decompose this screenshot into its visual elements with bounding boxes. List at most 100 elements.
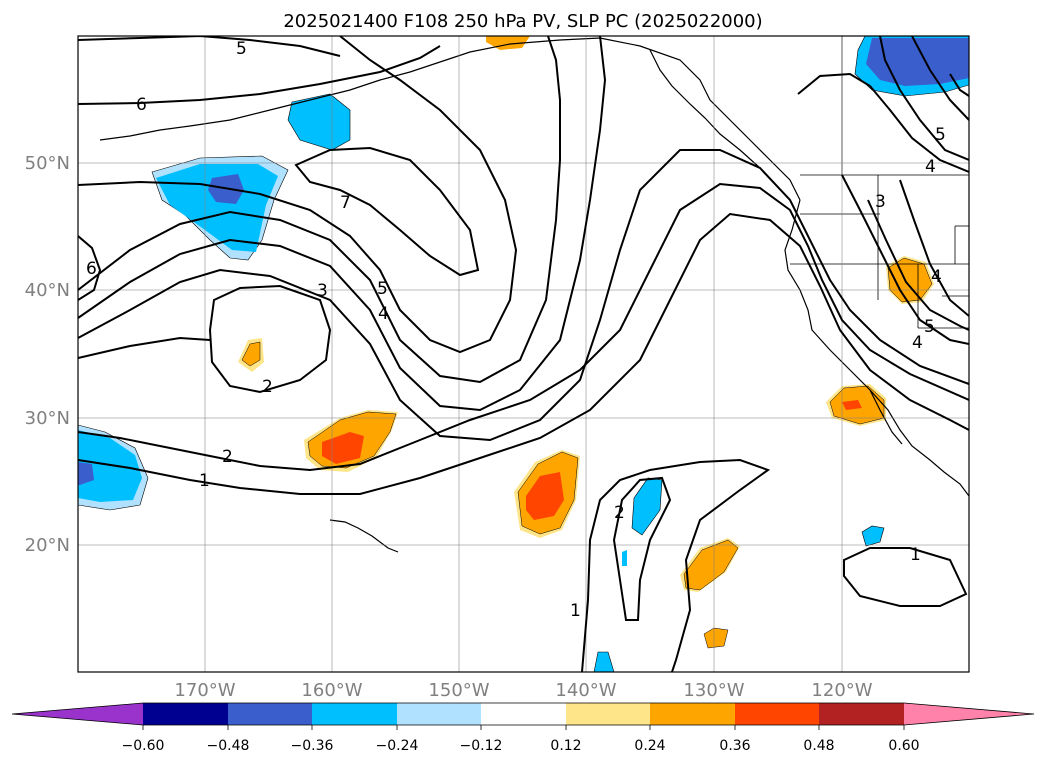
contour-east-inner-2 <box>879 36 969 161</box>
figure-title: 2025021400 F108 250 hPa PV, SLP PC (2025… <box>283 11 762 32</box>
colorbar-under-arrow <box>12 703 143 725</box>
colorbar-bin <box>650 703 735 725</box>
contour-5-north <box>78 36 341 57</box>
contour-east-inner-1 <box>797 72 969 173</box>
contour-label: 3 <box>875 192 886 212</box>
colorbar-bin <box>566 703 650 725</box>
contour-label: 5 <box>377 279 388 299</box>
contour-label: 4 <box>925 157 936 177</box>
colorbar-bin <box>143 703 228 725</box>
map-frame <box>77 35 970 673</box>
contour-main-ridge <box>78 36 518 354</box>
contour-label: 4 <box>931 267 942 287</box>
slp-contours <box>78 36 969 672</box>
contour-label: 3 <box>317 281 328 301</box>
lon-label-150w: 150°W <box>428 680 489 701</box>
aleutian-chain <box>99 61 441 141</box>
colorbar-over-arrow <box>904 703 1034 725</box>
colorbar-bin <box>819 703 904 725</box>
north-america-west-coast <box>784 199 969 497</box>
contour-east-inner-3 <box>911 36 969 121</box>
pv-fill-south-tiny <box>622 550 627 566</box>
contour-label: 1 <box>570 601 581 621</box>
pv-fill-baja-core <box>842 400 862 410</box>
hawaii <box>329 519 399 553</box>
contour-1-south <box>78 212 969 495</box>
pv-fill-south-small <box>703 627 729 649</box>
contour-label: 1 <box>910 545 921 565</box>
contour-south-loop <box>581 458 771 672</box>
contour-3-mid <box>78 149 969 442</box>
lon-label-140w: 140°W <box>555 680 616 701</box>
pv-fill-small-west-core <box>241 341 261 367</box>
contour-label: 5 <box>924 317 935 337</box>
lat-label-50n: 50°N <box>25 153 70 174</box>
pv-positive-fills <box>238 36 934 649</box>
colorbar-tick-label: −0.12 <box>460 738 503 754</box>
contour-4-mid <box>78 36 607 412</box>
colorbar-bin <box>228 703 312 725</box>
lon-label-120w: 120°W <box>811 680 872 701</box>
contour-label: 5 <box>935 125 946 145</box>
lon-label-170w: 170°W <box>174 680 235 701</box>
colorbar-tick-label: −0.48 <box>207 738 250 754</box>
alaska-coast <box>439 37 801 201</box>
contour-6-north <box>78 45 441 105</box>
colorbar-tick-label: 0.12 <box>550 738 581 754</box>
pv-fill-south-narrow <box>631 477 663 536</box>
pv-fill-south-bottom <box>593 651 615 672</box>
contour-south-inner <box>612 476 672 621</box>
contour-2-low <box>78 336 211 359</box>
lat-label-40n: 40°N <box>25 280 70 301</box>
contour-label: 7 <box>340 193 351 213</box>
colorbar-tick-label: 0.36 <box>719 738 750 754</box>
contour-label: 6 <box>86 259 97 279</box>
lon-label-130w: 130°W <box>683 680 744 701</box>
colorbar-tick-label: 0.24 <box>634 738 665 754</box>
contour-east-arc <box>949 73 969 97</box>
colorbar-tick-label: −0.24 <box>376 738 419 754</box>
contour-1-southeast <box>843 547 968 607</box>
pv-fill-central-west-core <box>322 432 364 464</box>
colorbar-tick-label: −0.36 <box>291 738 334 754</box>
latitude-labels: 50°N 40°N 30°N 20°N <box>25 153 70 556</box>
colorbar-tick-label: 0.48 <box>803 738 834 754</box>
gridlines <box>78 36 969 672</box>
contour-label: 4 <box>378 304 389 324</box>
contour-labels: 5 6 7 6 3 5 4 2 2 1 5 4 3 4 5 4 2 1 1 <box>86 39 946 621</box>
contour-2-closed <box>208 284 332 394</box>
contour-label: 4 <box>912 333 923 353</box>
map-content: 5 6 7 6 3 5 4 2 2 1 5 4 3 4 5 4 2 1 1 <box>78 36 969 672</box>
pv-fill-central-core <box>526 472 564 520</box>
coastlines <box>99 37 969 553</box>
contour-label: 2 <box>222 447 233 467</box>
contour-label: 1 <box>199 471 210 491</box>
contour-3-east <box>841 174 969 345</box>
colorbar-bin <box>735 703 819 725</box>
colorbar-tick-label: 0.60 <box>888 738 919 754</box>
colorbar-bin <box>397 703 481 725</box>
contour-label: 2 <box>614 503 625 523</box>
longitude-labels: 170°W 160°W 150°W 140°W 130°W 120°W <box>174 680 872 701</box>
pv-fill-southwest-core <box>78 462 94 485</box>
contour-5-mid <box>78 36 561 384</box>
lat-label-20n: 20°N <box>25 535 70 556</box>
contour-4-east <box>867 199 969 331</box>
contour-label: 2 <box>262 377 273 397</box>
baja-peninsula <box>869 389 903 445</box>
pv-fill-southwest-mid <box>78 430 142 502</box>
lat-label-30n: 30°N <box>25 408 70 429</box>
pv-fill-east-small <box>861 525 885 547</box>
colorbar-ticks <box>142 725 905 730</box>
pv-fill-aleutian-small <box>287 93 351 151</box>
contour-7-inner <box>294 146 480 277</box>
colorbar-bin <box>481 703 566 725</box>
pv-fill-west-large-mid <box>156 164 278 252</box>
contour-5-east <box>899 179 969 317</box>
contour-west-left <box>78 235 102 301</box>
contour-label: 6 <box>136 95 147 115</box>
colorbar: −0.60 −0.48 −0.36 −0.24 −0.12 0.12 0.24 … <box>11 702 1035 754</box>
pv-negative-fills <box>78 36 969 672</box>
lon-label-160w: 160°W <box>301 680 362 701</box>
